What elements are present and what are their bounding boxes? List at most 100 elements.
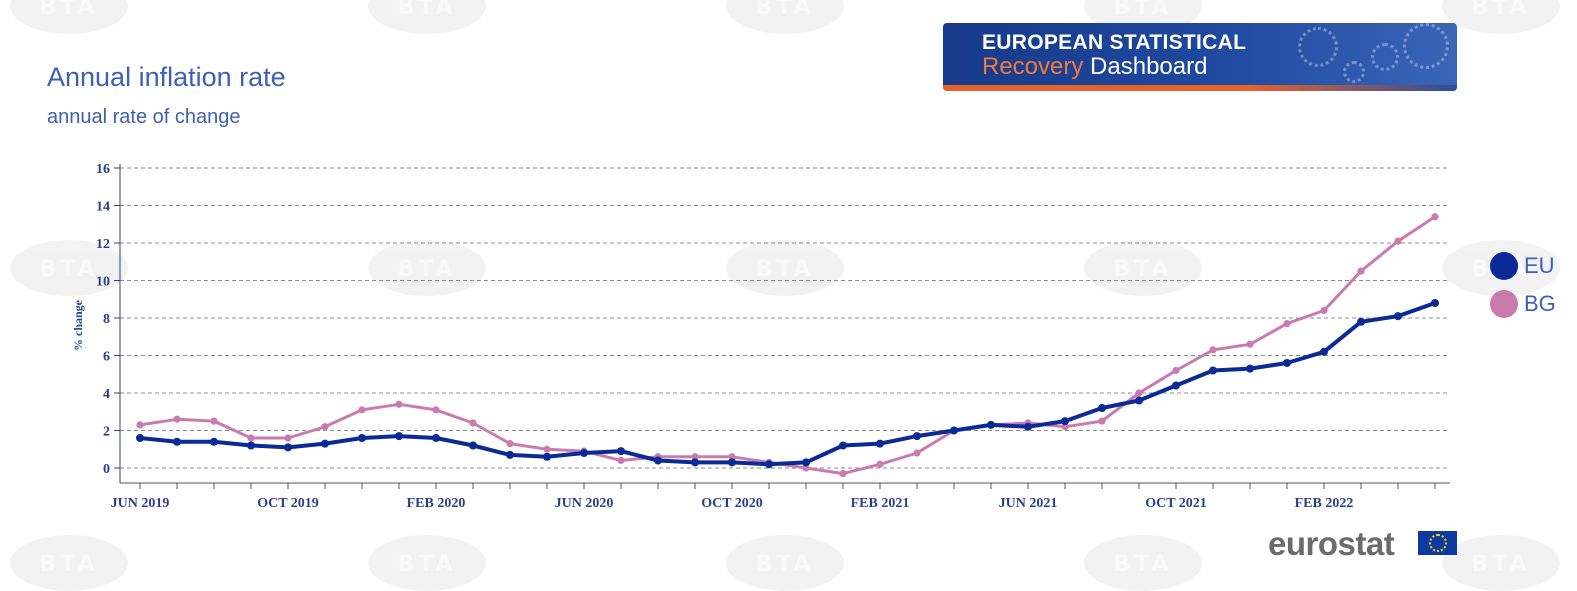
data-point-bg <box>1098 417 1106 425</box>
data-point-eu <box>173 437 181 446</box>
virus-decoration-icon <box>1371 43 1399 71</box>
y-tick-label: 6 <box>103 350 110 365</box>
y-tick-label: 0 <box>103 462 110 477</box>
data-point-bg <box>1431 213 1439 221</box>
series-line-bg <box>139 215 1436 476</box>
legend-item-eu[interactable]: EU <box>1490 252 1555 280</box>
y-axis-label: % change <box>71 299 85 351</box>
data-point-bg <box>469 419 477 427</box>
data-point-eu <box>1357 317 1365 326</box>
data-point-eu <box>913 432 921 441</box>
dashboard-banner[interactable]: EUROPEAN STATISTICAL Recovery Dashboard <box>943 23 1457 91</box>
chart-title: Annual inflation rate <box>47 62 286 92</box>
data-point-bg <box>876 460 884 468</box>
x-tick-label: JUN 2019 <box>111 496 170 511</box>
legend-item-bg[interactable]: BG <box>1490 290 1556 318</box>
y-tick-label: 12 <box>96 237 110 252</box>
data-point-eu <box>1172 381 1180 390</box>
y-tick-label: 16 <box>96 162 110 177</box>
data-point-eu <box>543 452 551 461</box>
data-point-bg <box>136 421 144 429</box>
data-point-eu <box>1209 366 1217 375</box>
data-point-bg <box>395 400 403 408</box>
data-point-bg <box>1061 423 1069 431</box>
y-tick-label: 2 <box>103 425 110 440</box>
data-point-eu <box>950 426 958 435</box>
data-point-eu <box>1283 359 1291 367</box>
data-point-bg <box>1209 346 1217 354</box>
data-point-eu <box>1431 299 1439 307</box>
data-point-eu <box>1320 347 1328 356</box>
data-point-bg <box>839 470 847 478</box>
data-point-eu <box>136 434 144 442</box>
banner-accent-word: Recovery <box>982 53 1084 80</box>
data-point-eu <box>765 460 773 469</box>
chart-subtitle: annual rate of change <box>47 106 241 128</box>
data-point-eu <box>1394 312 1402 321</box>
data-point-bg <box>543 445 551 453</box>
banner-line1: EUROPEAN STATISTICAL <box>982 31 1247 54</box>
data-point-bg <box>802 464 810 472</box>
data-point-eu <box>432 434 440 442</box>
data-point-bg <box>210 417 218 425</box>
data-point-bg <box>1246 340 1254 348</box>
legend-marker-bg <box>1490 290 1518 318</box>
y-tick-label: 14 <box>96 200 110 215</box>
data-point-bg <box>321 423 329 431</box>
data-point-eu <box>469 441 477 450</box>
x-tick-label: JUN 2020 <box>555 496 614 511</box>
data-point-eu <box>617 447 625 456</box>
bta-watermark: BTA <box>10 240 128 296</box>
legend-label-bg: BG <box>1524 291 1556 316</box>
data-point-bg <box>173 415 181 423</box>
bta-watermark: BTA <box>1084 240 1202 296</box>
eu-flag-icon <box>1418 531 1457 555</box>
data-point-bg <box>728 453 736 461</box>
data-point-bg <box>617 456 625 465</box>
data-point-bg <box>284 434 292 442</box>
y-tick-label: 4 <box>103 387 110 402</box>
data-point-eu <box>210 437 218 446</box>
data-point-eu <box>1061 417 1069 426</box>
data-point-eu <box>247 441 255 450</box>
data-point-bg <box>913 449 921 457</box>
data-point-bg <box>1320 306 1328 315</box>
x-tick-label: OCT 2021 <box>1145 496 1207 511</box>
data-point-bg <box>1135 389 1143 397</box>
x-tick-label: JUN 2021 <box>999 496 1058 511</box>
data-point-bg <box>432 406 440 414</box>
data-point-eu <box>987 420 995 429</box>
virus-decoration-icon <box>1298 27 1338 67</box>
y-tick-label: 10 <box>96 275 110 290</box>
data-point-eu <box>1246 364 1254 373</box>
y-tick-label: 8 <box>103 312 110 327</box>
data-point-eu <box>1098 404 1106 412</box>
data-point-bg <box>247 434 255 442</box>
bta-watermark: BTA <box>726 240 844 296</box>
x-tick-label: OCT 2019 <box>257 496 319 511</box>
banner-line2: Recovery Dashboard <box>982 53 1207 81</box>
x-tick-label: FEB 2021 <box>851 496 910 511</box>
x-tick-label: OCT 2020 <box>701 496 763 511</box>
data-point-eu <box>654 456 662 465</box>
data-point-eu <box>876 439 884 448</box>
data-point-eu <box>1135 396 1143 405</box>
data-point-bg <box>358 406 366 414</box>
data-point-eu <box>284 443 292 452</box>
data-point-eu <box>839 441 847 450</box>
data-point-eu <box>395 432 403 441</box>
data-point-eu <box>1024 422 1032 431</box>
data-point-eu <box>506 450 514 459</box>
data-point-eu <box>802 458 810 467</box>
eurostat-logo: eurostat <box>1268 525 1395 562</box>
banner-rest-word: Dashboard <box>1090 53 1208 80</box>
line-chart: 0 2 4 6 8 10 12 14 16 JUN 2019 OCT 2019 FEB 2020 JUN… <box>71 162 1450 511</box>
data-point-bg <box>1283 320 1291 328</box>
data-point-bg <box>1172 366 1180 375</box>
virus-decoration-icon <box>1403 23 1449 69</box>
data-point-eu <box>358 434 366 442</box>
data-point-eu <box>321 439 329 448</box>
legend-marker-eu <box>1490 252 1518 280</box>
data-point-bg <box>691 453 699 461</box>
bta-watermark: BTA <box>368 240 486 296</box>
